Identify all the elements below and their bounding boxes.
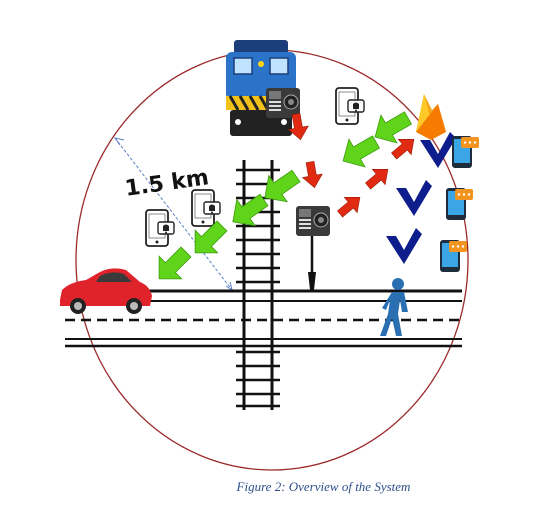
- system-overview-diagram: 1.5 km: [60, 40, 479, 471]
- tablet-icon-2: [446, 188, 473, 220]
- firebase-icon: [416, 94, 446, 140]
- train-sensor-device-icon: [265, 87, 301, 119]
- car-icon: [60, 268, 152, 314]
- pedestrian-icon: [380, 278, 408, 336]
- figure-caption: Figure 2: Overview of the System: [236, 479, 411, 494]
- smartphone-icon-1: [335, 87, 365, 125]
- tablet-icon-3: [440, 240, 467, 272]
- crossing-sensor-device-icon: [295, 205, 331, 237]
- radius-line: [114, 137, 233, 291]
- signal-pole-icon: [308, 232, 316, 290]
- smartphone-icon-3: [145, 209, 175, 247]
- smartphone-icon-2: [191, 189, 221, 227]
- tablet-icon-1: [452, 136, 479, 168]
